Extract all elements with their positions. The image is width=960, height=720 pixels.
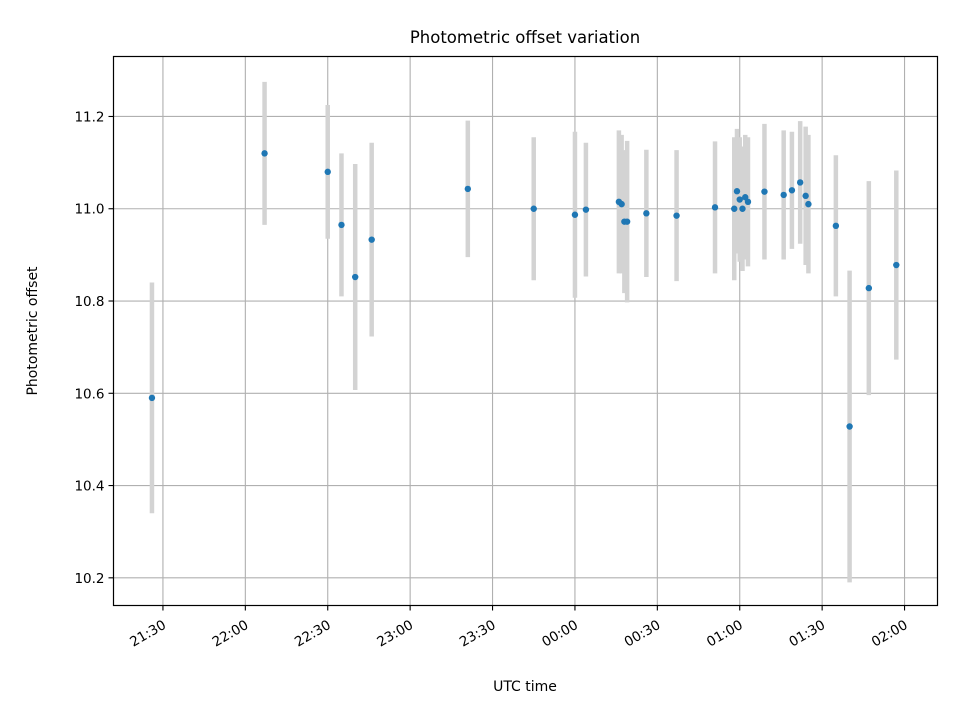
data-point [744, 198, 752, 206]
data-point [796, 179, 804, 186]
data-point [731, 205, 738, 212]
y-tick-label: 11.0 [74, 202, 104, 218]
data-point [788, 187, 796, 194]
data-point [464, 185, 472, 193]
data-point [736, 196, 743, 203]
data-point [846, 423, 853, 430]
data-point [623, 218, 631, 225]
data-point [571, 211, 579, 218]
data-point [324, 168, 331, 176]
data-point [733, 188, 741, 195]
data-point [352, 273, 359, 281]
y-tick-label: 11.2 [74, 109, 104, 125]
data-point [893, 261, 900, 269]
y-tick-label: 10.8 [74, 294, 104, 310]
data-point [780, 191, 787, 199]
data-point [865, 284, 873, 292]
y-tick-label: 10.2 [74, 571, 104, 587]
y-axis: 10.2 10.4 10.6 10.8 11.0 11.2 [74, 109, 114, 587]
data-point [673, 212, 680, 219]
data-point [832, 222, 840, 230]
y-tick-label: 10.4 [74, 479, 104, 495]
data-point [761, 188, 768, 195]
data-point [368, 236, 375, 243]
data-point [618, 200, 625, 208]
y-tick-label: 10.6 [74, 386, 104, 402]
data-points [148, 150, 900, 430]
data-point [805, 200, 812, 208]
data-point [148, 394, 156, 402]
plot-frame [112, 55, 939, 607]
data-point [739, 205, 746, 212]
data-point [643, 210, 650, 217]
data-point [582, 206, 590, 213]
data-point [261, 150, 268, 157]
data-point [802, 192, 809, 200]
x-axis-title: UTC time [493, 679, 557, 695]
y-axis-title: Photometric offset [25, 266, 41, 396]
chart-title: Photometric offset variation [410, 28, 640, 47]
data-point [530, 205, 537, 212]
data-point [711, 204, 719, 211]
data-point [338, 221, 345, 229]
data-point [742, 194, 749, 201]
